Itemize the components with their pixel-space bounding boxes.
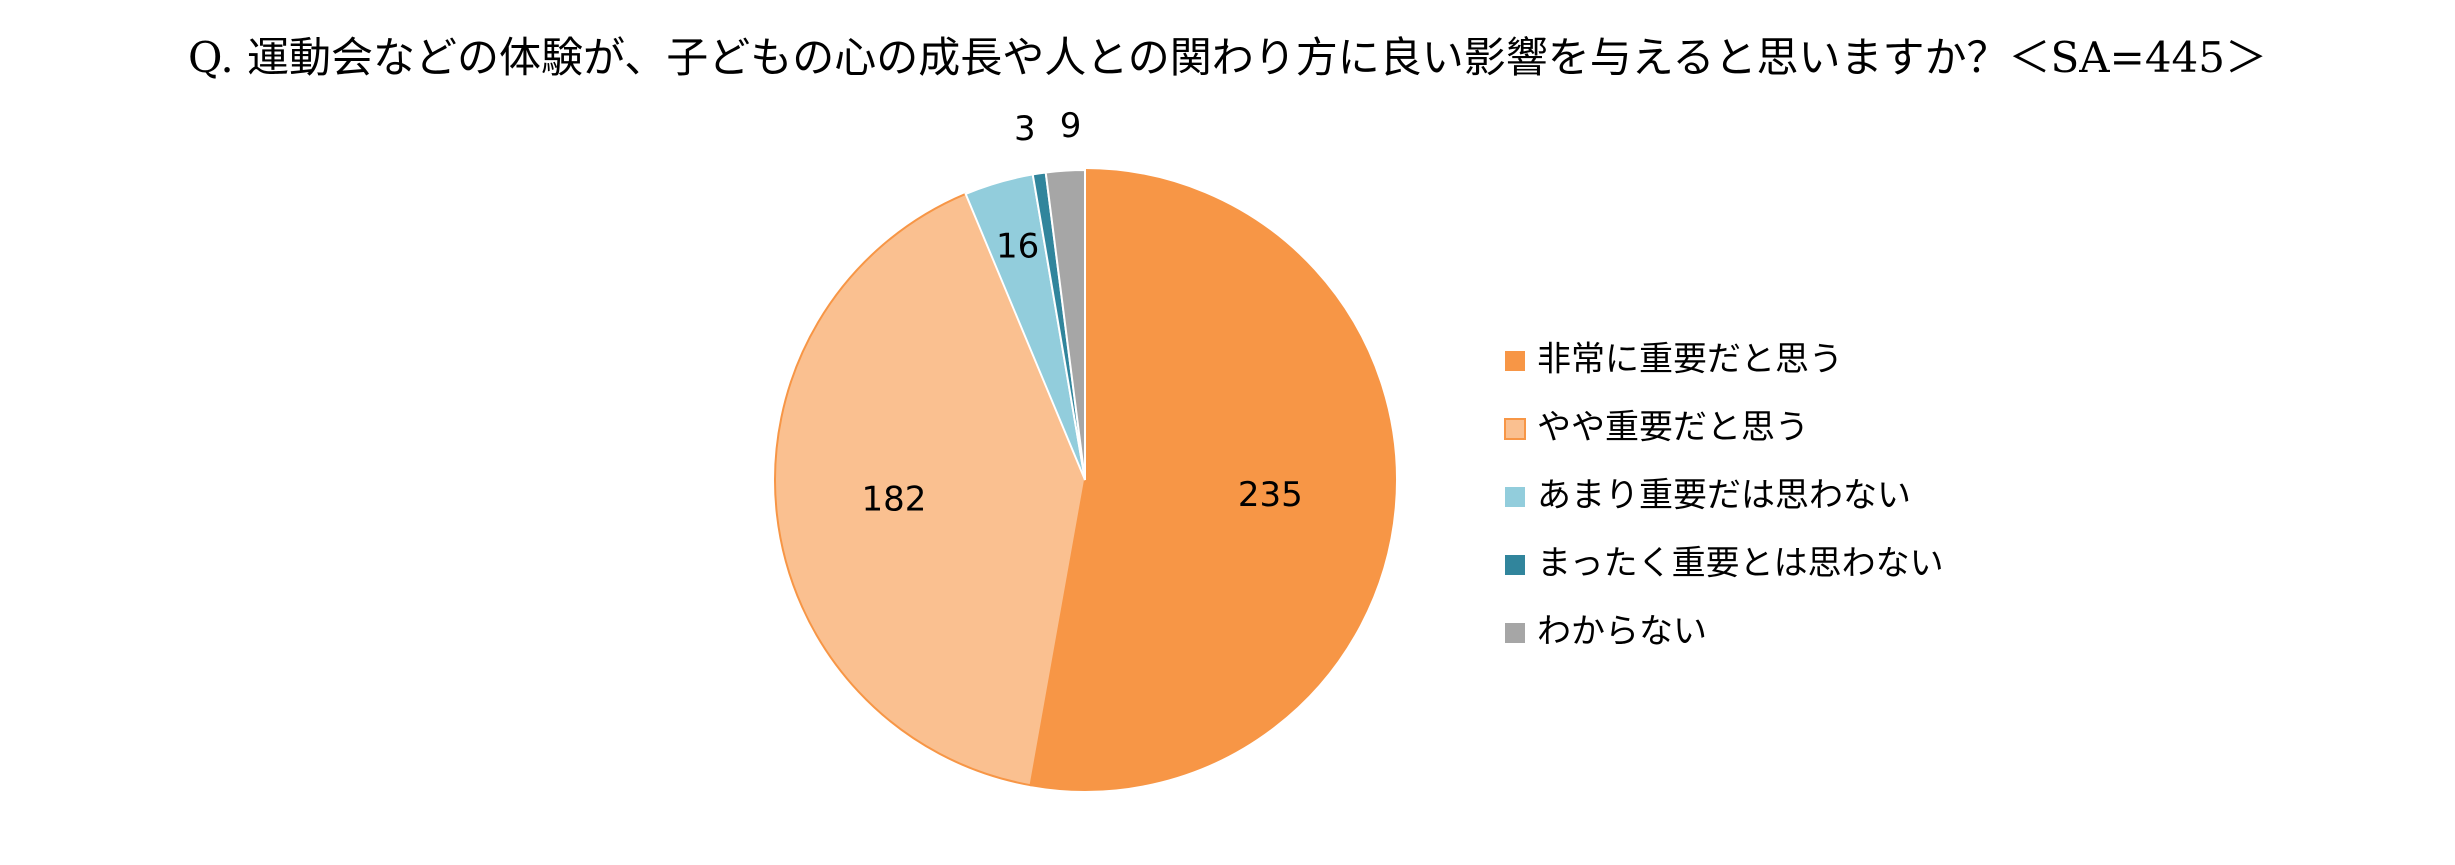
pie-slice-5 — [1044, 168, 1086, 481]
legend-label-1: 非常に重要だと思う — [1537, 340, 1843, 380]
legend-label-3: あまり重要だは思わない — [1537, 476, 1911, 516]
legend-swatch-4 — [1505, 555, 1525, 575]
data-label-slice-2: 182 — [861, 479, 926, 519]
data-label-slice-4: 3 — [1014, 109, 1036, 149]
chart-title: Q. 運動会などの体験が、子どもの心の成長や人との関わり方に良い影響を与えると思… — [188, 33, 2267, 82]
pie-slices — [774, 168, 1396, 791]
data-label-slice-1: 235 — [1238, 475, 1303, 515]
legend-label-2: やや重要だと思う — [1537, 408, 1809, 448]
legend-label-5: わからない — [1537, 612, 1707, 652]
legend-label-4: まったく重要とは思わない — [1537, 544, 1944, 584]
legend-swatch-3 — [1505, 487, 1525, 507]
data-label-slice-5: 9 — [1060, 106, 1082, 146]
legend-swatch-2 — [1504, 418, 1526, 440]
pie-slice-2 — [774, 192, 1087, 787]
legend-swatch-1 — [1505, 351, 1525, 371]
pie-data-labels: 235 182 16 3 9 — [861, 106, 1302, 520]
legend: 非常に重要だと思うやや重要だと思うあまり重要だは思わないまったく重要とは思わない… — [1504, 340, 1944, 652]
pie-slice-1 — [1029, 168, 1396, 791]
legend-swatch-5 — [1505, 623, 1525, 643]
data-label-slice-3: 16 — [996, 226, 1039, 266]
